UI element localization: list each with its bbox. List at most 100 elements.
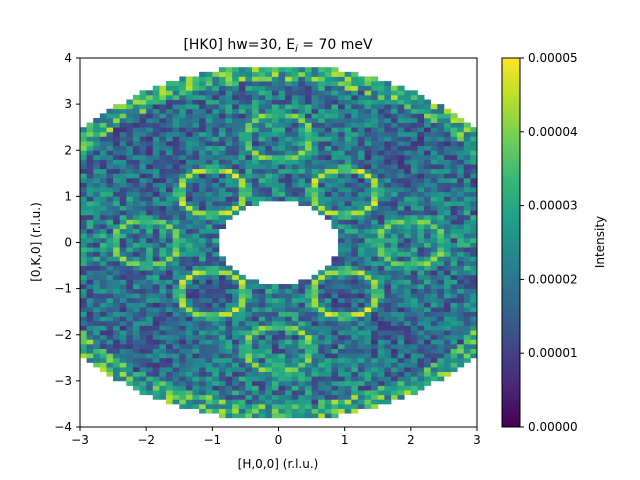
heatmap-cell <box>212 150 220 156</box>
heatmap-cell <box>199 127 207 133</box>
heatmap-cell <box>417 191 425 197</box>
heatmap-cell <box>430 343 438 349</box>
heatmap-cell <box>185 297 193 303</box>
heatmap-cell <box>106 348 114 354</box>
heatmap-cell <box>424 233 432 239</box>
heatmap-cell <box>212 177 220 183</box>
heatmap-cell <box>166 182 174 188</box>
heatmap-cell <box>252 150 260 156</box>
heatmap-cell <box>318 99 326 105</box>
heatmap-cell <box>271 159 279 165</box>
heatmap-cell <box>278 90 286 96</box>
heatmap-cell <box>86 260 94 266</box>
heatmap-cell <box>338 214 346 220</box>
heatmap-cell <box>470 237 478 243</box>
heatmap-cell <box>470 293 478 299</box>
heatmap-cell <box>338 168 346 174</box>
heatmap-cell <box>404 376 412 382</box>
heatmap-cell <box>364 113 372 119</box>
colorbar <box>501 57 521 428</box>
heatmap-cell <box>146 219 154 225</box>
heatmap-cell <box>371 141 379 147</box>
heatmap-cell <box>331 353 339 359</box>
heatmap-cell <box>152 242 160 248</box>
heatmap-cell <box>265 320 273 326</box>
heatmap-cell <box>443 219 451 225</box>
heatmap-cell <box>410 205 418 211</box>
heatmap-cell <box>404 242 412 248</box>
heatmap-cell <box>470 173 478 179</box>
heatmap-cell <box>106 233 114 239</box>
heatmap-cell <box>371 380 379 386</box>
heatmap-cell <box>377 380 385 386</box>
heatmap-cell <box>351 316 359 322</box>
heatmap-cell <box>126 214 134 220</box>
heatmap-cell <box>351 173 359 179</box>
heatmap-cell <box>218 293 226 299</box>
heatmap-cell <box>126 343 134 349</box>
heatmap-cell <box>225 265 233 271</box>
heatmap-cell <box>252 293 260 299</box>
heatmap-cell <box>298 177 306 183</box>
heatmap-cell <box>271 376 279 382</box>
heatmap-cell <box>179 94 187 100</box>
heatmap-cell <box>218 104 226 110</box>
heatmap-cell <box>146 297 154 303</box>
heatmap-cell <box>318 150 326 156</box>
heatmap-cell <box>106 279 114 285</box>
heatmap-cell <box>172 154 180 160</box>
heatmap-cell <box>410 274 418 280</box>
heatmap-cell <box>390 136 398 142</box>
heatmap-cell <box>252 187 260 193</box>
heatmap-cell <box>338 113 346 119</box>
heatmap-cell <box>132 99 140 105</box>
heatmap-cell <box>212 200 220 206</box>
heatmap-cell <box>324 187 332 193</box>
heatmap-cell <box>139 371 147 377</box>
heatmap-cell <box>298 408 306 414</box>
heatmap-cell <box>318 182 326 188</box>
heatmap-cell <box>212 297 220 303</box>
heatmap-cell <box>404 154 412 160</box>
heatmap-cell <box>132 270 140 276</box>
heatmap-cell <box>139 177 147 183</box>
heatmap-cell <box>338 357 346 363</box>
heatmap-cell <box>377 131 385 137</box>
heatmap-cell <box>397 141 405 147</box>
heatmap-cell <box>457 260 465 266</box>
heatmap-cell <box>146 256 154 262</box>
heatmap-cell <box>278 316 286 322</box>
heatmap-cell <box>311 122 319 128</box>
heatmap-cell <box>113 214 121 220</box>
heatmap-cell <box>410 256 418 262</box>
heatmap-cell <box>159 265 167 271</box>
heatmap-cell <box>139 242 147 248</box>
heatmap-cell <box>199 376 207 382</box>
heatmap-cell <box>278 293 286 299</box>
heatmap-cell <box>443 200 451 206</box>
heatmap-cell <box>450 127 458 133</box>
heatmap-cell <box>152 293 160 299</box>
heatmap-cell <box>384 274 392 280</box>
heatmap-cell <box>271 320 279 326</box>
heatmap-cell <box>364 376 372 382</box>
heatmap-cell <box>397 320 405 326</box>
heatmap-cell <box>199 242 207 248</box>
heatmap-cell <box>298 320 306 326</box>
heatmap-cell <box>304 390 312 396</box>
heatmap-cell <box>119 357 127 363</box>
heatmap-cell <box>258 67 266 73</box>
heatmap-cell <box>179 182 187 188</box>
heatmap-cell <box>199 371 207 377</box>
heatmap-cell <box>146 131 154 137</box>
heatmap-cell <box>417 164 425 170</box>
heatmap-cell <box>371 325 379 331</box>
heatmap-cell <box>258 302 266 308</box>
heatmap-cell <box>126 173 134 179</box>
heatmap-cell <box>106 150 114 156</box>
heatmap-cell <box>417 247 425 253</box>
heatmap-cell <box>119 265 127 271</box>
heatmap-cell <box>265 408 273 414</box>
x-tick-label: 2 <box>407 433 415 447</box>
heatmap-cell <box>93 168 101 174</box>
